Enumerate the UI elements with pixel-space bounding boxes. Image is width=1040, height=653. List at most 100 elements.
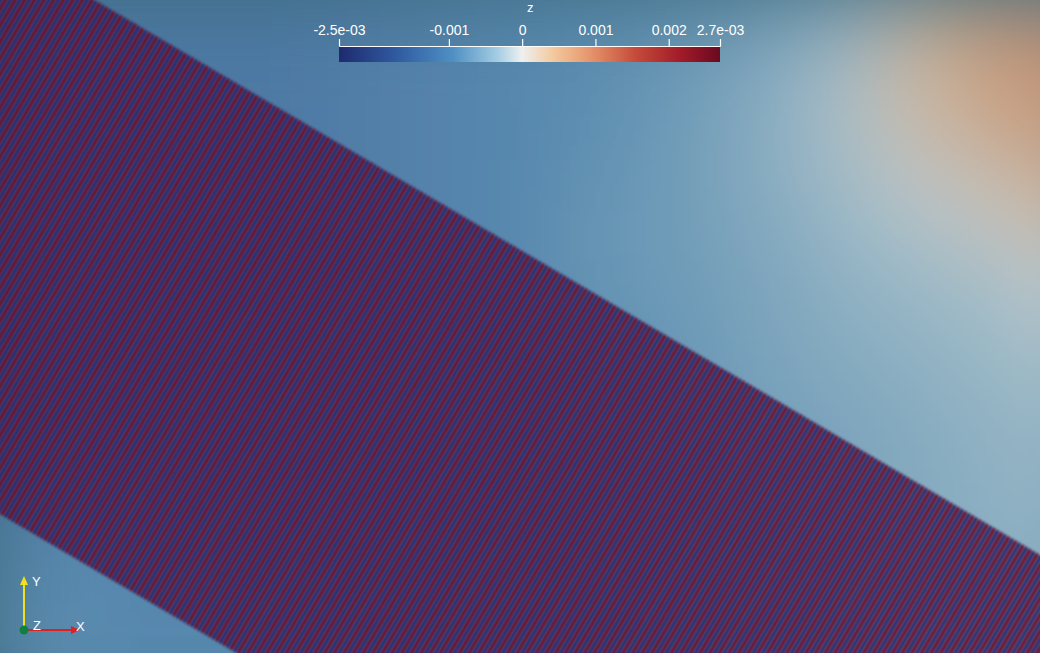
color-bar-axis: -2.5e-03 -0.001 0 0.001 0.002 2.7e-03 [313, 22, 744, 47]
field-cell [560, 160, 641, 241]
field-cell [640, 240, 721, 321]
stripe [866, 599, 1040, 653]
field-cell [480, 0, 561, 81]
field-cell [560, 80, 641, 161]
stripe [823, 573, 1040, 653]
stripe [816, 569, 1040, 653]
tick: -2.5e-03 [313, 22, 365, 46]
field-cell [640, 80, 721, 161]
field-cell [800, 0, 881, 81]
stripe [802, 561, 1040, 653]
tick-label: 2.7e-03 [697, 22, 745, 38]
triad-axis [24, 629, 74, 631]
tick-label: 0 [519, 22, 527, 38]
color-bar-gradient [339, 46, 720, 62]
tick-mark [720, 39, 721, 46]
field-cell [400, 80, 481, 161]
tick-mark [449, 39, 450, 46]
stripe [912, 626, 1040, 653]
stripe [805, 563, 1040, 653]
field-cell [880, 160, 961, 241]
field-cell [960, 320, 1040, 401]
triad-origin [20, 626, 29, 635]
field-cell [720, 320, 801, 401]
stripe [776, 546, 1028, 653]
stripe [920, 630, 1040, 653]
tick: -0.001 [430, 22, 470, 46]
stripe [676, 487, 928, 653]
field-cell [400, 0, 481, 81]
tick-mark [522, 39, 523, 46]
tick: 0.002 [652, 22, 687, 46]
field-cell [720, 240, 801, 321]
stripe [880, 607, 1040, 653]
stripe [859, 594, 1040, 653]
stripe [891, 613, 1040, 653]
color-bar-title: z [527, 0, 534, 15]
tick-mark [669, 39, 670, 46]
field-cell [960, 0, 1040, 81]
field-cell [80, 640, 161, 653]
stripe [812, 567, 1040, 653]
triad-label: X [76, 619, 85, 634]
color-bar: -2.5e-03 -0.001 0 0.001 0.002 2.7e-03 z [313, 0, 744, 62]
field-cell [240, 0, 321, 81]
stripe [902, 620, 1040, 653]
tick: 0 [519, 22, 527, 46]
field-cell [800, 160, 881, 241]
field-cell [960, 240, 1040, 321]
tick: 2.7e-03 [697, 22, 745, 46]
tick-label: 0.001 [578, 22, 613, 38]
stripe [809, 565, 1040, 653]
stripe [916, 628, 1040, 653]
stripe [873, 603, 1040, 653]
tick: 0.001 [578, 22, 613, 46]
field-cell [640, 160, 721, 241]
triad-label: Z [33, 618, 41, 633]
field-cell [880, 400, 961, 481]
stripe [798, 559, 1040, 653]
stripe [855, 592, 1040, 653]
tick-label: -0.001 [430, 22, 470, 38]
stripe [848, 588, 1040, 653]
field-cell [800, 320, 881, 401]
field-cell [480, 160, 561, 241]
stripe [562, 420, 814, 653]
scene [0, 0, 1040, 653]
field-cell [560, 0, 641, 81]
triad-axis [23, 582, 25, 630]
color-bar-edge [340, 39, 721, 47]
field-cell [880, 320, 961, 401]
field-cell [960, 400, 1040, 481]
triad-label: Y [32, 574, 41, 589]
stripe [898, 617, 1040, 653]
stripe [759, 535, 1011, 653]
stripe [841, 584, 1040, 653]
render-view: -2.5e-03 -0.001 0 0.001 0.002 2.7e-03 z X Y Z [0, 0, 1040, 653]
triad-arrow [20, 576, 28, 585]
stripe [852, 590, 1040, 653]
field-cell [880, 240, 961, 321]
stripe [923, 632, 1040, 653]
stripe [837, 582, 1040, 653]
stripe [844, 586, 1040, 653]
stripe [909, 624, 1040, 653]
field-cell [320, 0, 401, 81]
field-cell [880, 0, 961, 81]
stripe [834, 580, 1040, 653]
stripe [870, 601, 1040, 653]
field-cell [720, 80, 801, 161]
field-cell [960, 160, 1040, 241]
stripe [877, 605, 1040, 653]
stripe [887, 611, 1040, 653]
tick-label: -2.5e-03 [313, 22, 365, 38]
field-cell [960, 80, 1040, 161]
tick-label: 0.002 [652, 22, 687, 38]
field-cell [720, 160, 801, 241]
tick-mark [595, 39, 596, 46]
tick-mark [339, 39, 340, 46]
field-cell [880, 80, 961, 161]
field-cell [800, 240, 881, 321]
stripe-band [0, 0, 1040, 653]
field-cell [480, 80, 561, 161]
